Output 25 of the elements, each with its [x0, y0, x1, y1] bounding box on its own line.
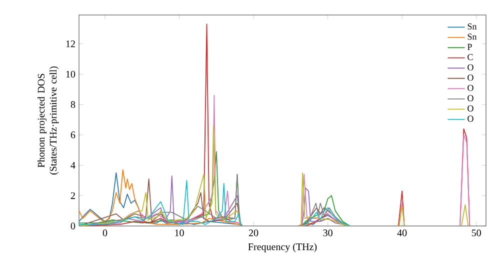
legend-label: P: [467, 44, 472, 50]
x-tick-label: 20: [248, 230, 258, 236]
x-tick-label: 40: [397, 230, 407, 236]
y-tick-label: 0: [70, 222, 76, 230]
y-tick-label: 2: [70, 192, 75, 199]
y-axis-title: Phonon projected DOS (States/THz·primitive cell): [38, 66, 59, 174]
legend-label: Sn: [468, 34, 477, 40]
legend-label: Sn: [468, 23, 477, 30]
legend-label: O: [468, 74, 474, 81]
x-tick-label: 30: [323, 230, 332, 236]
x-tick-label: 0: [102, 230, 108, 236]
x-axis-title: Frequency (THz): [248, 243, 317, 252]
y-tick-label: 4: [70, 162, 76, 169]
legend-label: O: [468, 95, 474, 102]
x-tick-label: 10: [175, 230, 184, 236]
legend-label: O: [468, 84, 474, 91]
legend-label: O: [468, 105, 474, 112]
legend-label: O: [468, 116, 474, 122]
x-tick-label: 50: [472, 230, 481, 236]
y-tick-label: 6: [70, 132, 76, 138]
legend-label: C: [468, 54, 473, 60]
y-tick-label: 8: [70, 101, 76, 108]
y-tick-label: 10: [66, 70, 76, 78]
y-tick-label: 12: [66, 40, 75, 48]
legend-label: O: [468, 64, 474, 70]
